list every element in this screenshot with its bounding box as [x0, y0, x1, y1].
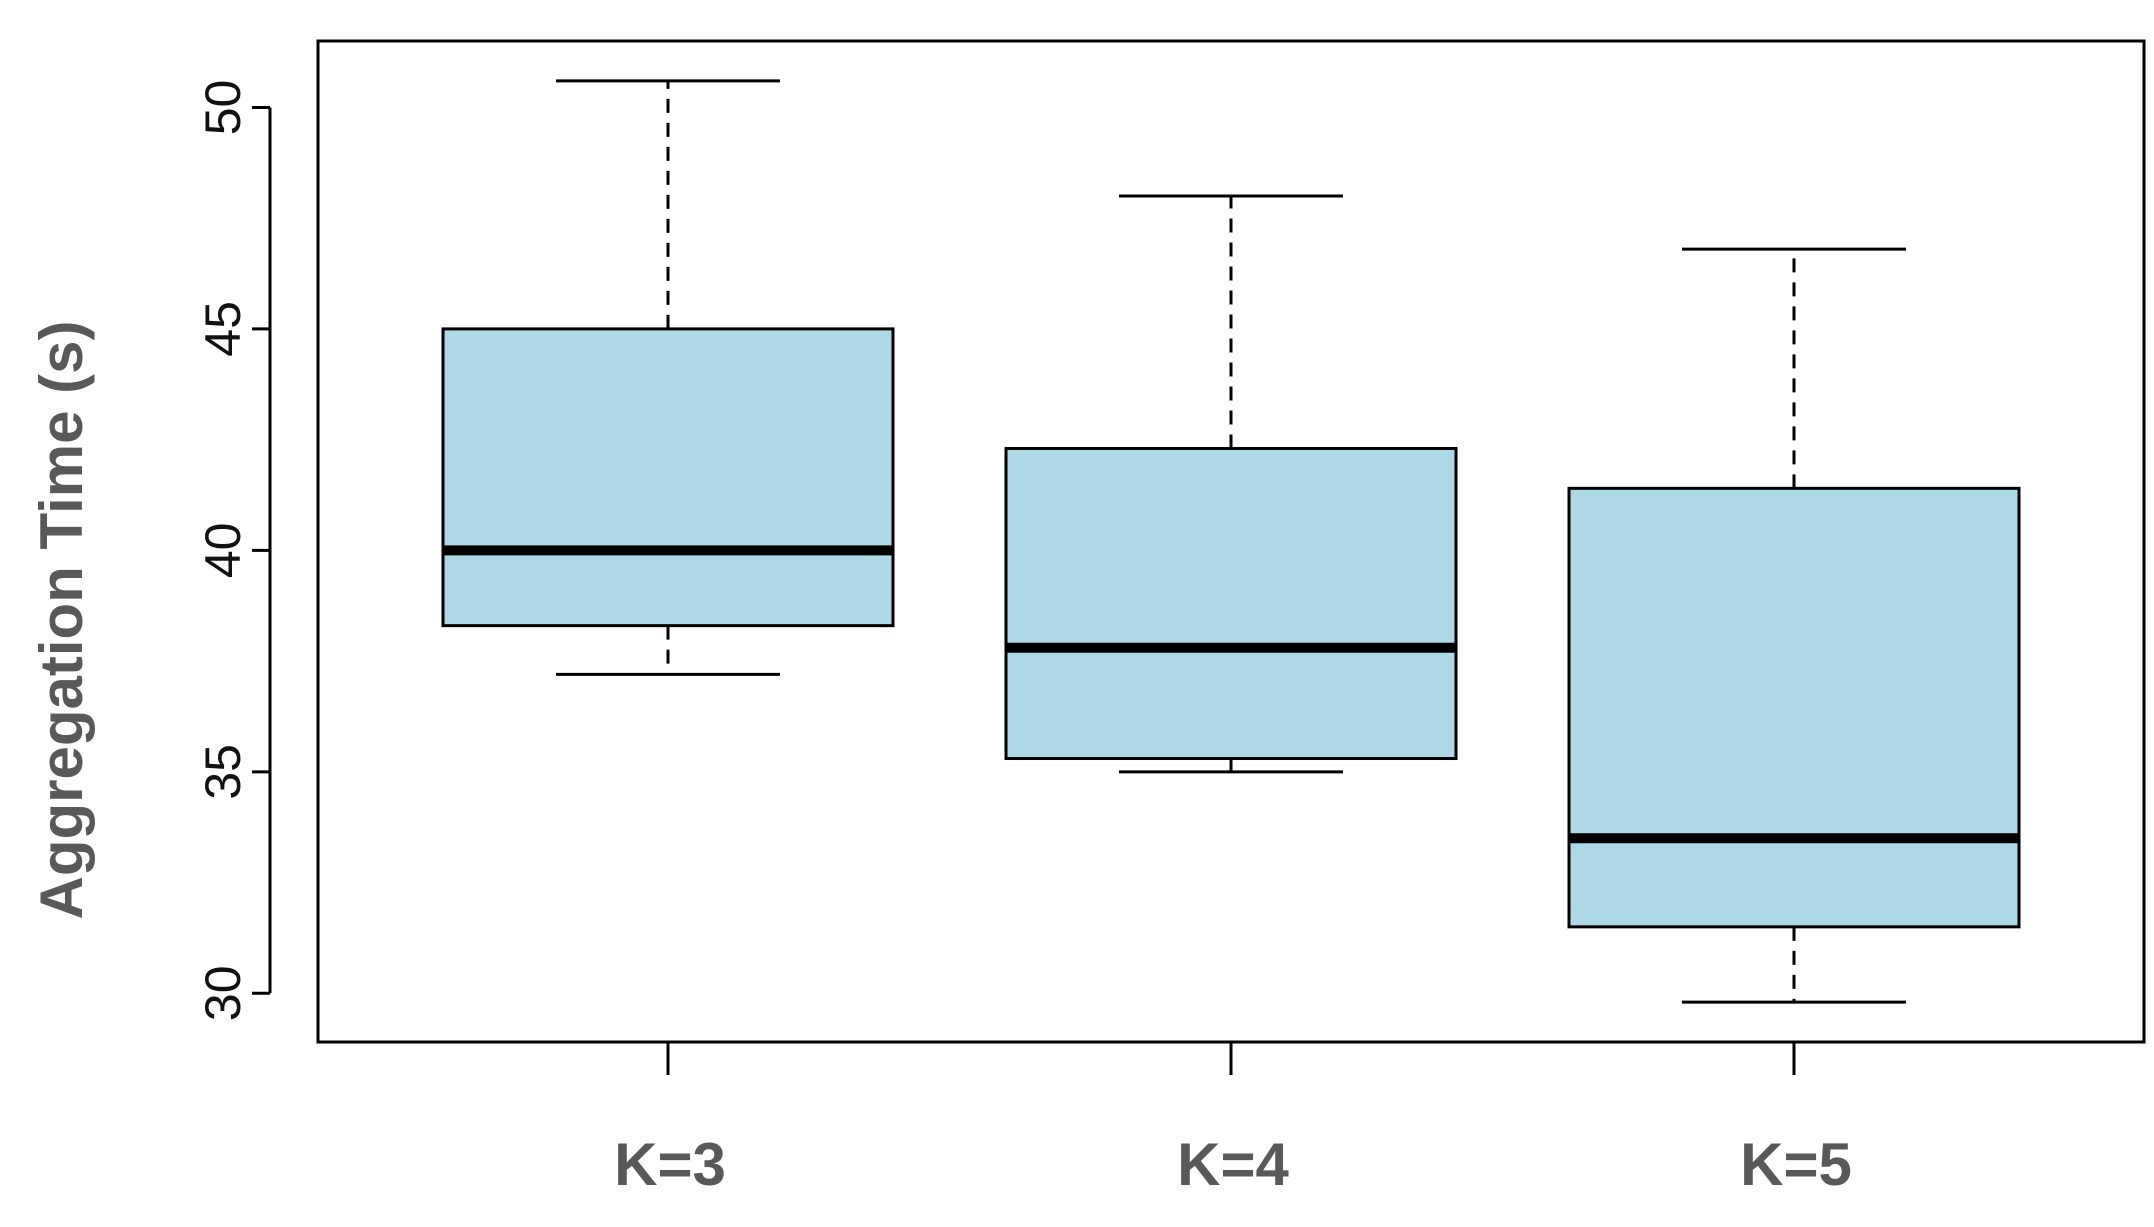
iqr-box	[1567, 486, 2021, 929]
boxes-group	[441, 79, 2021, 1004]
y-tick-label: 45	[195, 301, 251, 357]
x-axis: K=3 K=4 K=5	[614, 1040, 1852, 1198]
y-axis-title: Aggregation Time (s)	[28, 321, 95, 920]
y-tick-label: 50	[195, 80, 251, 136]
y-tick-label: 35	[195, 744, 251, 800]
x-tick-label: K=4	[1177, 1131, 1289, 1198]
box-k3	[441, 79, 895, 676]
x-tick-label: K=3	[614, 1131, 726, 1198]
box-k5	[1567, 247, 2021, 1004]
iqr-box	[441, 327, 895, 628]
x-tick-label: K=5	[1740, 1131, 1852, 1198]
iqr-box	[1004, 446, 1458, 761]
box-k4	[1004, 194, 1458, 774]
y-axis: 30 35 40 45 50	[195, 80, 272, 1021]
y-tick-label: 30	[195, 965, 251, 1021]
y-tick-label: 40	[195, 523, 251, 579]
